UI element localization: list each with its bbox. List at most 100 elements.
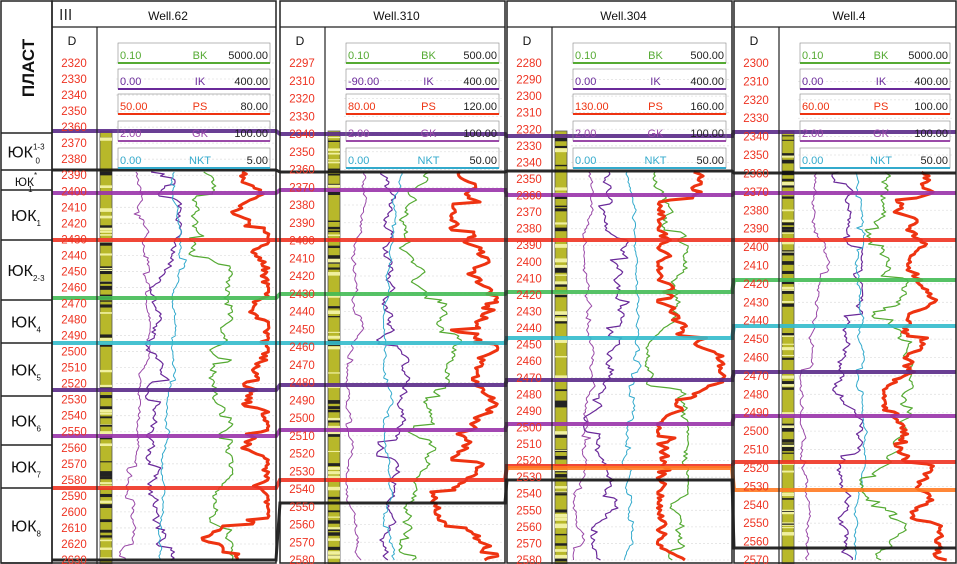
lithology-band (328, 467, 340, 470)
lithology-band (555, 205, 567, 208)
depth-tick-label: 2520 (516, 456, 542, 468)
ik-curve (144, 171, 183, 561)
lithology-band (782, 251, 794, 256)
curve-max-value: 80.00 (240, 101, 268, 113)
lithology-band (782, 261, 794, 265)
lithology-band (555, 405, 567, 408)
lithology-band (555, 493, 567, 496)
depth-tick-label: 2550 (743, 518, 769, 530)
lithology-band (555, 269, 567, 273)
depth-tick-label: 2330 (516, 141, 542, 153)
depth-tick-label: 2510 (289, 431, 315, 443)
lithology-band (782, 424, 794, 428)
depth-tick-label: 2440 (516, 323, 542, 335)
lithology-band (782, 343, 794, 345)
lithology-band (782, 439, 794, 443)
lithology-band (328, 400, 340, 404)
lithology-band (100, 240, 112, 244)
lithology-band (782, 412, 794, 416)
lithology-band (328, 406, 340, 410)
lithology-band (100, 137, 112, 140)
lithology-band (782, 241, 794, 245)
depth-tick-label: 2600 (61, 507, 87, 519)
lithology-band (555, 491, 567, 493)
depth-tick-label: 2310 (289, 76, 315, 88)
lithology-band (782, 494, 794, 497)
lithology-band (782, 301, 794, 303)
lithology-band (100, 385, 112, 390)
lithology-band (328, 295, 340, 297)
depth-tick-label: 2530 (743, 481, 769, 493)
lithology-band (100, 409, 112, 413)
lithology-band (100, 304, 112, 308)
depth-tick-label: 2360 (516, 191, 542, 203)
lithology-band (328, 418, 340, 423)
depth-tick-label: 2370 (61, 138, 87, 150)
lithology-band (328, 346, 340, 350)
depth-tick-label: 2370 (289, 182, 315, 194)
lithology-band (100, 431, 112, 435)
depth-tick-label: 2530 (61, 395, 87, 407)
curve-name: GK (873, 128, 890, 140)
curve-min-value: 0.00 (120, 76, 141, 88)
depth-tick-label: 2550 (289, 502, 315, 514)
lithology-band (555, 517, 567, 521)
depth-tick-label: 2340 (516, 157, 542, 169)
lithology-band (100, 369, 112, 373)
lithology-band (555, 509, 567, 513)
bk-curve (398, 171, 462, 561)
curve-name: IK (423, 76, 434, 88)
depth-tick-label: 2410 (516, 273, 542, 285)
lithology-band (100, 529, 112, 533)
depth-tick-label: 2630 (61, 555, 87, 564)
curve-min-value: 2.00 (802, 128, 823, 140)
lithology-band (100, 334, 112, 338)
curve-min-value: 60.00 (802, 101, 830, 113)
depth-tick-label: 2490 (516, 406, 542, 418)
depth-tick-label: 2350 (61, 106, 87, 118)
lithology-band (782, 333, 794, 336)
curve-max-value: 5.00 (247, 155, 268, 167)
lithology-band (100, 312, 112, 314)
lithology-band (100, 234, 112, 236)
lithology-band (328, 185, 340, 188)
curve-name: PS (193, 101, 208, 113)
well-name: Well.4 (832, 9, 865, 23)
lithology-band (782, 443, 794, 445)
curve-max-value: 100.00 (690, 128, 724, 140)
depth-tick-label: 2570 (743, 555, 769, 564)
nkt-curve (157, 171, 187, 561)
lithology-band (555, 449, 567, 451)
depth-header: D (68, 34, 77, 48)
depth-tick-label: 2370 (743, 187, 769, 199)
bk-curve (188, 171, 234, 561)
lithology-band (328, 255, 340, 259)
lithology-band (100, 412, 112, 415)
lithology-band (100, 294, 112, 297)
lithology-band (782, 447, 794, 449)
lithology-band (100, 535, 112, 538)
depth-tick-label: 2390 (61, 170, 87, 182)
lithology-band (555, 311, 567, 315)
lithology-band (555, 294, 567, 297)
curve-name: IK (876, 76, 887, 88)
depth-tick-label: 2510 (743, 445, 769, 457)
curve-min-value: 0.00 (575, 155, 596, 167)
lithology-band (555, 321, 567, 324)
depth-tick-label: 2350 (516, 174, 542, 186)
lithology-band (328, 344, 340, 346)
curve-max-value: 400.00 (463, 76, 497, 88)
lithology-band (328, 496, 340, 500)
lithology-band (555, 431, 567, 435)
lithology-band (782, 509, 794, 512)
depth-tick-label: 2570 (289, 537, 315, 549)
lithology-band (328, 528, 340, 532)
depth-tick-label: 2540 (289, 484, 315, 496)
figure-label: III (59, 7, 72, 24)
depth-tick-label: 2400 (289, 236, 315, 248)
nkt-curve (382, 171, 403, 561)
curve-min-value: 2.00 (120, 128, 141, 140)
lithology-band (555, 264, 567, 269)
depth-tick-label: 2520 (289, 449, 315, 461)
lithology-band (328, 551, 340, 555)
